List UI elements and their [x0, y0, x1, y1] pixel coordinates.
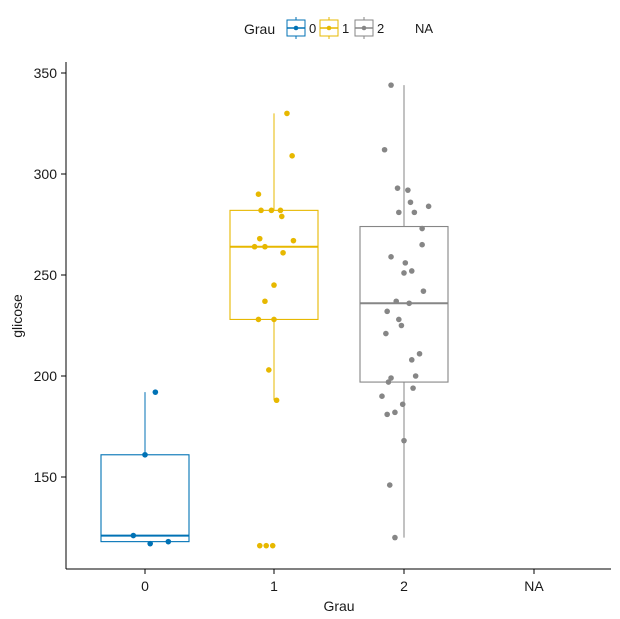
- point-1: [262, 298, 268, 305]
- point-2: [398, 322, 405, 329]
- point-2: [385, 379, 392, 385]
- point-2: [405, 187, 411, 193]
- point-2: [386, 482, 393, 488]
- point-1: [273, 397, 280, 404]
- points-layer: [130, 82, 432, 549]
- boxplot-1: [229, 113, 319, 401]
- box: [100, 454, 190, 543]
- point-2: [401, 270, 407, 276]
- y-tick-label: 300: [34, 166, 58, 182]
- point-2: [383, 330, 389, 337]
- point-2: [419, 241, 425, 248]
- boxplot-0: [100, 392, 190, 543]
- x-tick-label: 0: [141, 578, 149, 594]
- point-1: [258, 207, 264, 214]
- point-2: [384, 411, 390, 418]
- legend-key-1: 1: [319, 17, 349, 39]
- point-1: [255, 316, 262, 323]
- point-2: [396, 316, 402, 323]
- point-2: [394, 185, 401, 191]
- legend-point-icon: [326, 25, 332, 31]
- y-tick-label: 350: [34, 65, 58, 81]
- point-2: [402, 260, 409, 266]
- point-0: [142, 451, 148, 458]
- legend-label: 2: [377, 21, 384, 36]
- point-2: [399, 401, 406, 408]
- point-1: [271, 316, 277, 323]
- y-tick-label: 250: [34, 267, 58, 283]
- legend-title: Grau: [244, 21, 275, 37]
- point-1: [251, 243, 258, 250]
- y-tick-label: 150: [34, 469, 58, 485]
- point-1: [256, 542, 263, 549]
- boxplot-2: [359, 85, 449, 538]
- box: [359, 225, 449, 383]
- point-2: [407, 199, 414, 206]
- point-1: [266, 367, 272, 373]
- point-2: [392, 534, 398, 541]
- point-2: [410, 385, 416, 391]
- point-2: [419, 225, 425, 232]
- y-axis-title: glicose: [9, 294, 25, 338]
- point-2: [384, 308, 390, 315]
- x-axis-title: Grau: [323, 598, 354, 614]
- x-tick-label: 1: [270, 578, 278, 594]
- point-1: [269, 542, 276, 549]
- point-2: [393, 298, 400, 305]
- point-2: [401, 437, 407, 444]
- point-0: [165, 538, 172, 545]
- point-2: [425, 203, 432, 210]
- point-2: [379, 393, 385, 400]
- point-2: [388, 375, 394, 381]
- point-2: [381, 146, 388, 153]
- point-1: [255, 191, 262, 197]
- point-2: [396, 209, 402, 216]
- point-2: [411, 209, 418, 216]
- point-0: [152, 389, 159, 395]
- legend: Grau 0 1 2 NA: [244, 17, 433, 39]
- point-2: [392, 409, 398, 416]
- legend-point-icon: [361, 25, 367, 31]
- y-tick-label: 200: [34, 368, 58, 384]
- point-1: [280, 249, 286, 256]
- point-2: [388, 82, 394, 88]
- legend-point-icon: [293, 25, 299, 31]
- point-2: [388, 254, 394, 260]
- boxes-layer: [100, 85, 449, 543]
- point-1: [268, 207, 275, 214]
- point-1: [271, 282, 277, 288]
- point-1: [277, 207, 284, 214]
- point-2: [420, 288, 427, 294]
- point-2: [408, 357, 415, 363]
- point-0: [147, 540, 153, 547]
- point-1: [278, 213, 285, 220]
- box: [229, 209, 319, 320]
- point-2: [406, 300, 412, 307]
- x-tick-label: NA: [524, 578, 544, 594]
- legend-key-0: 0: [286, 17, 316, 39]
- point-1: [262, 243, 268, 250]
- legend-label: 1: [342, 21, 349, 36]
- point-1: [256, 235, 263, 242]
- point-1: [289, 153, 295, 159]
- point-2: [412, 373, 419, 379]
- point-0: [130, 532, 137, 539]
- point-2: [416, 350, 423, 357]
- point-2: [408, 268, 415, 274]
- point-1: [263, 542, 270, 549]
- x-tick-label: 2: [400, 578, 408, 594]
- legend-label-na: NA: [415, 21, 433, 36]
- point-1: [290, 237, 297, 244]
- legend-label: 0: [309, 21, 316, 36]
- point-1: [284, 110, 290, 117]
- legend-key-2: 2: [354, 17, 384, 39]
